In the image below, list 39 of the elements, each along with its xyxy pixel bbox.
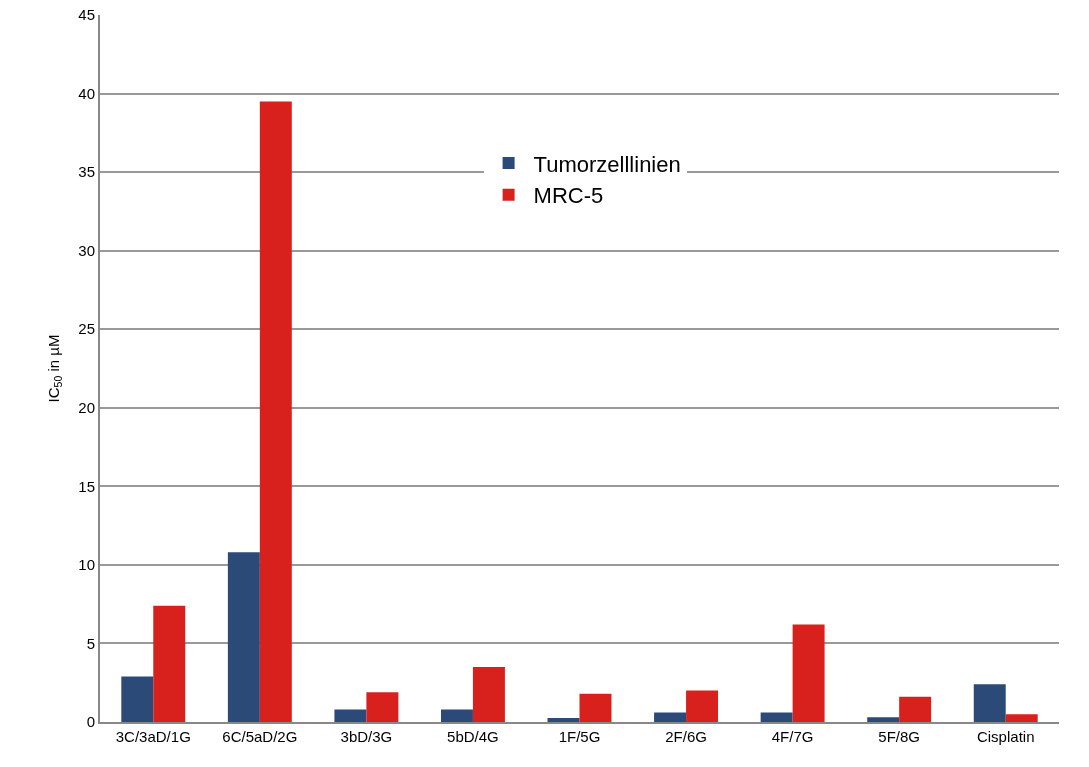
y-tick-label: 10 <box>78 556 95 574</box>
x-tick-label: 5bD/4G <box>447 728 499 745</box>
bar <box>366 692 399 722</box>
bar <box>259 101 292 722</box>
x-tick-label: 1F/5G <box>558 728 601 745</box>
bar <box>334 709 367 722</box>
y-tick-label: 20 <box>78 399 95 417</box>
y-tick-label: 30 <box>78 241 95 259</box>
y-tick-label: 40 <box>78 84 95 102</box>
bar <box>654 712 687 722</box>
bar <box>227 552 260 722</box>
bar <box>760 712 793 722</box>
bar <box>686 690 719 722</box>
y-tick-label: 5 <box>86 634 95 652</box>
x-tick-label: 6C/5aD/2G <box>222 728 298 745</box>
bar <box>579 693 612 722</box>
y-tick-label: 25 <box>78 320 95 338</box>
x-tick-label: 3bD/3G <box>340 728 393 745</box>
x-tick-label: 2F/6G <box>665 728 707 745</box>
y-tick-label: 15 <box>78 477 95 495</box>
x-tick-label: Cisplatin <box>976 728 1035 745</box>
bar <box>547 718 580 722</box>
bar <box>973 684 1006 722</box>
x-tick-label: 3C/3aD/1G <box>115 728 191 745</box>
y-tick-label: 35 <box>78 163 95 181</box>
bar <box>440 709 473 722</box>
bar <box>867 717 900 722</box>
x-tick-label: 5F/8G <box>878 728 921 745</box>
bar <box>153 605 186 722</box>
bar <box>472 667 505 722</box>
bar <box>899 696 932 722</box>
bar <box>121 676 154 722</box>
y-tick-label: 45 <box>78 6 95 24</box>
x-tick-label: 4F/7G <box>771 728 814 745</box>
bar <box>1005 714 1038 722</box>
legend-label: MRC-5 <box>533 183 604 209</box>
bar <box>792 624 825 722</box>
legend-label: Tumorzelllinien <box>533 151 681 177</box>
y-tick-label: 0 <box>86 713 95 731</box>
